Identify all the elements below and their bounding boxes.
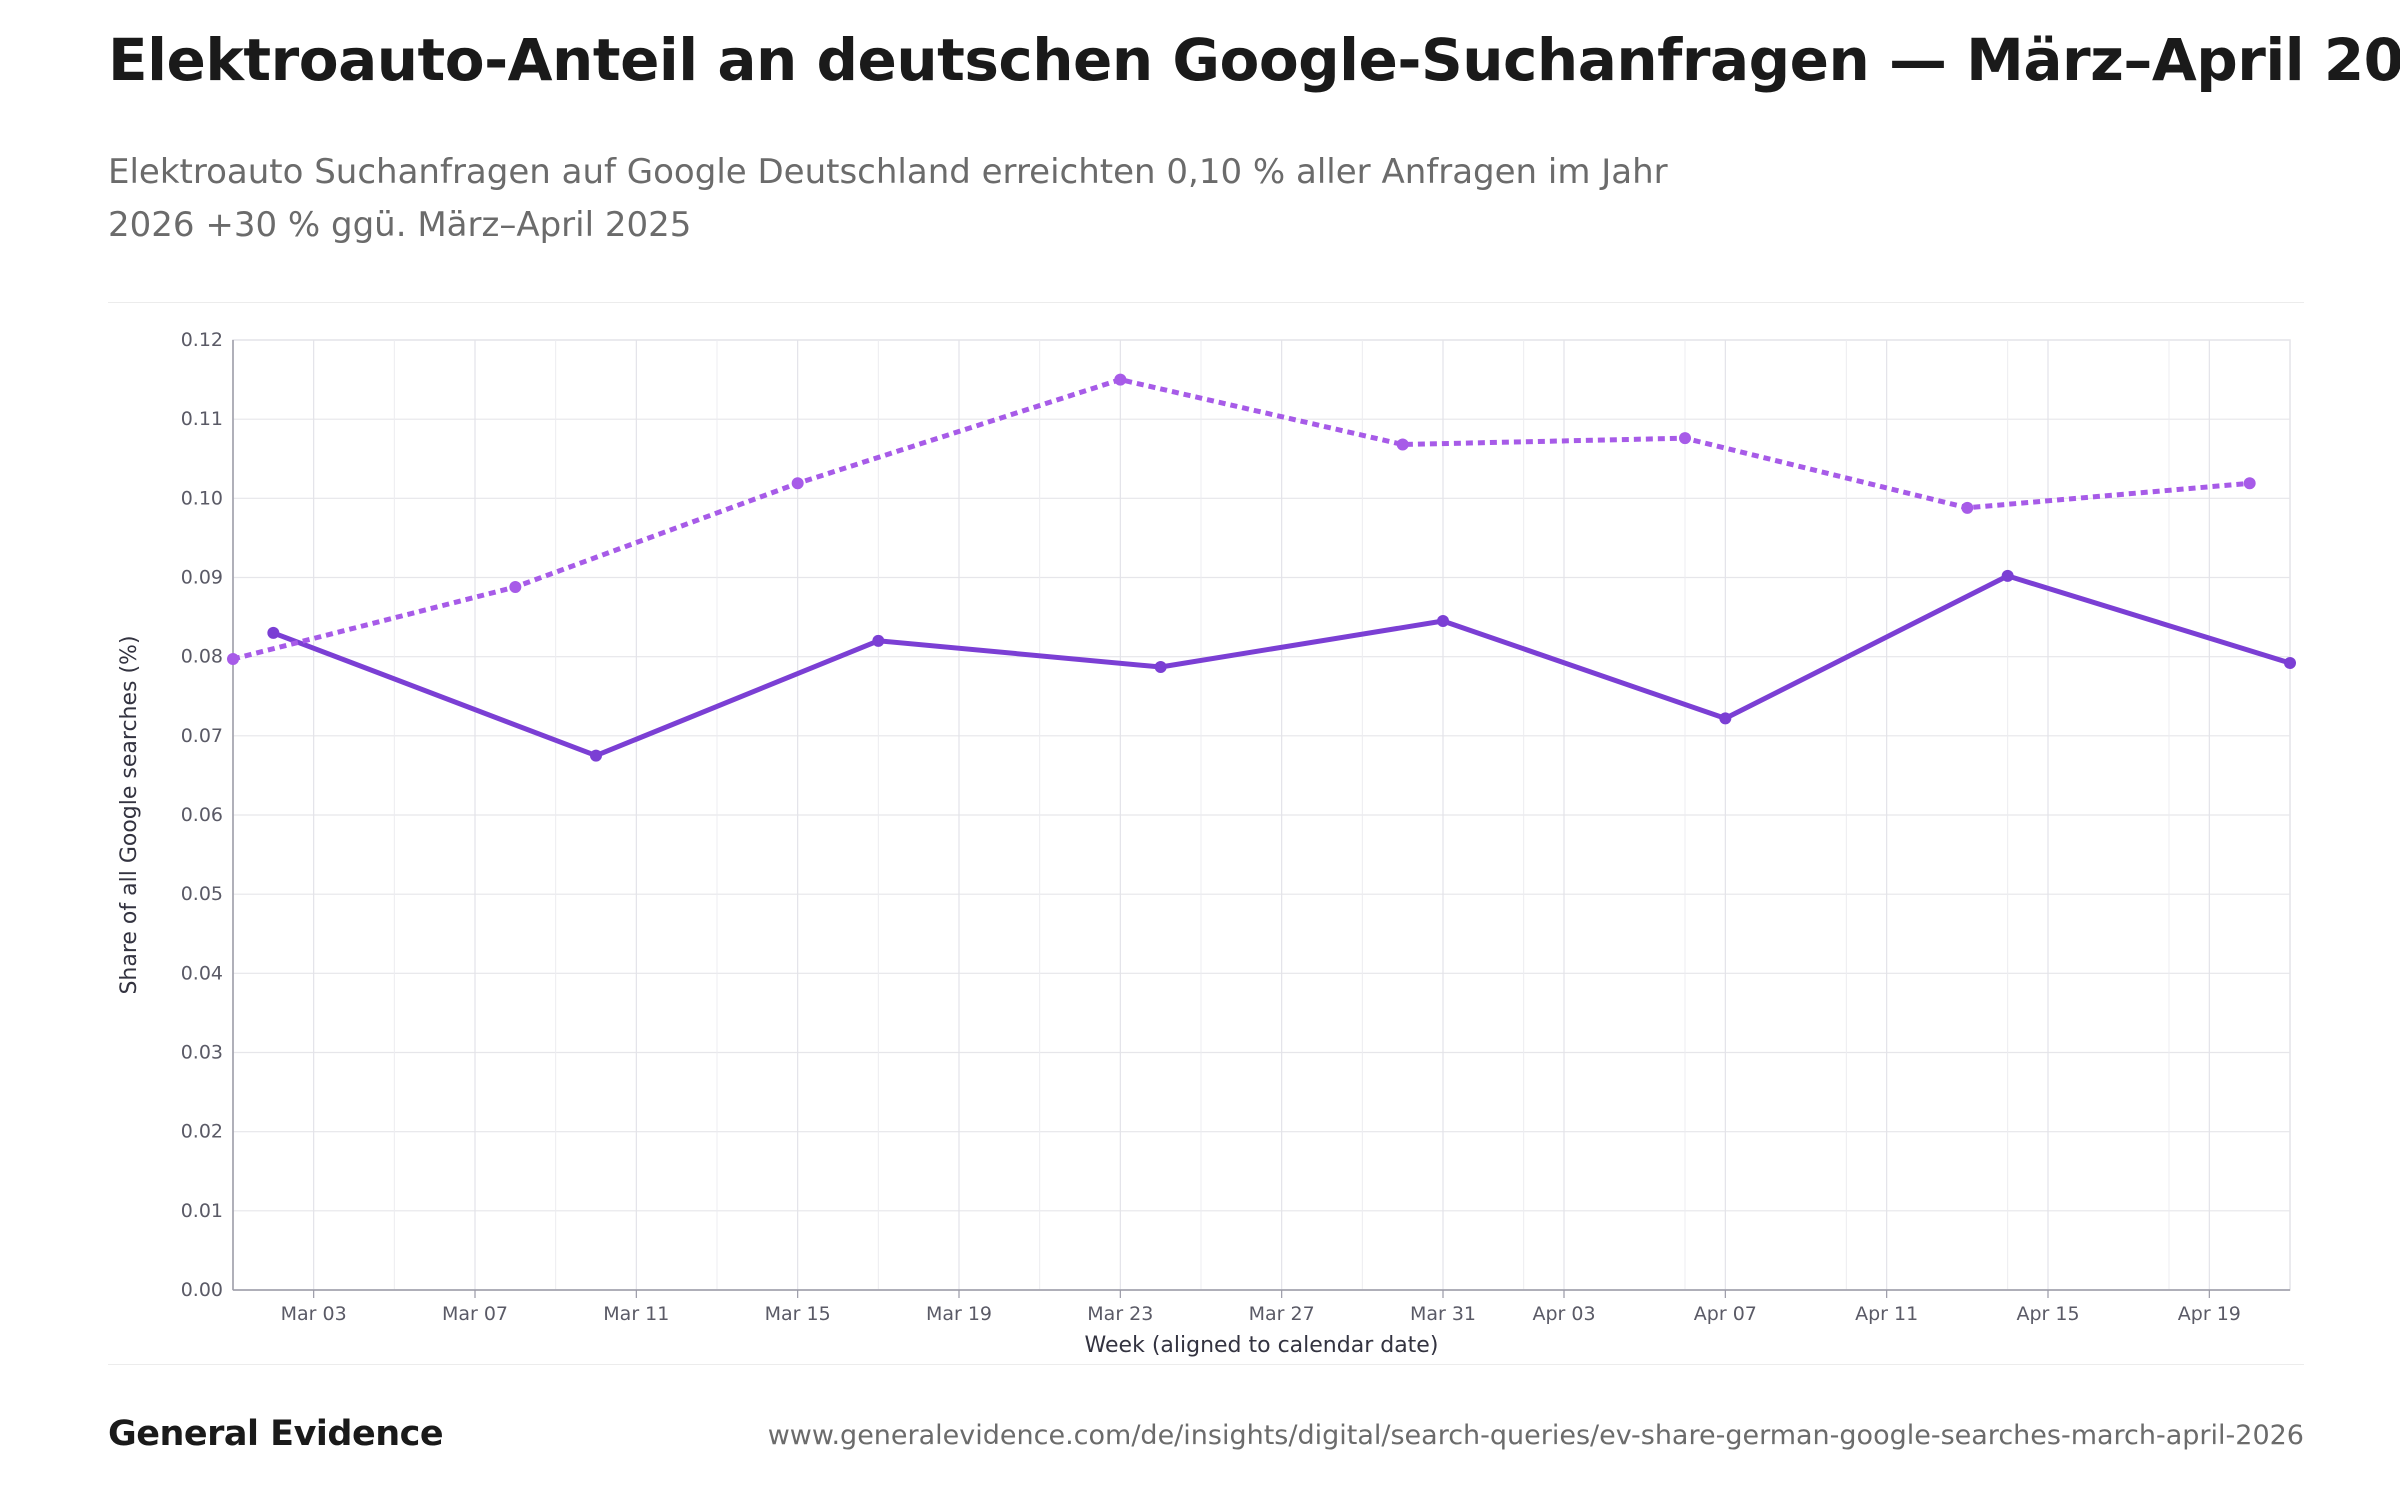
chart-title: Elektroauto-Anteil an deutschen Google-S… — [108, 26, 2400, 94]
y-axis-title: Share of all Google searches (%) — [117, 635, 142, 994]
chart-subtitle: Elektroauto Suchanfragen auf Google Deut… — [108, 152, 1668, 245]
grid-lines — [232, 339, 2291, 1291]
brand-name: General Evidence — [108, 1414, 444, 1454]
x-axis-title: Week (aligned to calendar date) — [1085, 1333, 1439, 1358]
x-tick-label: Mar 23 — [1087, 1303, 1153, 1325]
data-point — [267, 626, 280, 639]
axes: 0.00 0.01 0.02 0.03 0.04 0.05 0.06 0.07 0.08 0.09… — [181, 329, 2290, 1325]
series-line-2 — [232, 377, 2250, 662]
y-tick-label: 0.07 — [181, 725, 223, 747]
data-point — [2001, 569, 2014, 582]
series-line-1 — [272, 573, 2291, 759]
y-tick-label: 0.12 — [181, 329, 223, 351]
source-url[interactable]: www.generalevidence.com/de/insights/digi… — [767, 1420, 2304, 1451]
y-tick-label: 0.09 — [181, 567, 223, 589]
y-tick-label: 0.04 — [181, 962, 223, 984]
x-tick-label: Mar 27 — [1249, 1303, 1315, 1325]
y-tick-label: 0.03 — [181, 1042, 223, 1064]
x-tick-label: Mar 15 — [765, 1303, 831, 1325]
x-tick-label: Apr 19 — [2178, 1303, 2241, 1325]
data-point — [1396, 438, 1409, 451]
x-tick-label: Apr 15 — [2016, 1303, 2079, 1325]
data-point — [1154, 660, 1167, 673]
data-point — [791, 477, 804, 490]
y-tick-label: 0.08 — [181, 646, 223, 668]
series-lines — [227, 373, 2296, 762]
y-tick-label: 0.02 — [181, 1121, 223, 1143]
bottom-divider — [108, 1364, 2304, 1365]
x-tick-label: Apr 07 — [1694, 1303, 1757, 1325]
y-tick-label: 0.05 — [181, 883, 223, 905]
y-tick-label: 0.10 — [181, 487, 223, 509]
data-point — [227, 653, 239, 666]
data-point — [1114, 373, 1127, 386]
x-tick-label: Mar 31 — [1410, 1303, 1476, 1325]
y-tick-label: 0.06 — [181, 804, 223, 826]
x-tick-label: Apr 11 — [1855, 1303, 1918, 1325]
data-point — [1961, 501, 1974, 514]
data-point — [2243, 477, 2256, 490]
y-tick-label: 0.01 — [181, 1200, 223, 1222]
data-point — [2284, 657, 2296, 669]
x-tick-label: Mar 11 — [603, 1303, 669, 1325]
data-point — [1679, 432, 1691, 445]
data-point — [509, 581, 522, 593]
y-tick-label: 0.11 — [181, 408, 223, 430]
x-tick-label: Mar 03 — [281, 1303, 347, 1325]
x-tick-label: Apr 03 — [1532, 1303, 1595, 1325]
data-point — [1437, 615, 1449, 628]
x-tick-label: Mar 07 — [442, 1303, 508, 1325]
data-point — [1719, 712, 1732, 725]
x-tick-label: Mar 19 — [926, 1303, 992, 1325]
data-point — [590, 749, 602, 762]
top-divider — [108, 302, 2304, 303]
y-tick-label: 0.00 — [181, 1279, 223, 1301]
data-point — [872, 634, 885, 647]
